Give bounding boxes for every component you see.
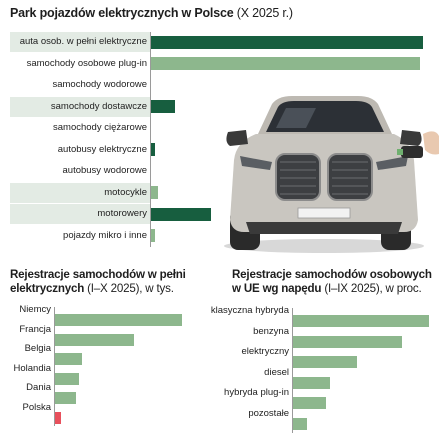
drive-chart-bar-pozostale [293,417,307,430]
bev-chart-label-dania: Dania [26,382,51,393]
eu-bev-chart-title: Rejestracje samochodów w pełni elektrycz… [10,268,220,296]
fleet-row-motocykle: motocykle [10,182,150,203]
fleet-bar-autobusy-elektryczne [151,143,156,156]
eu-powertrain-title-main: Rejestracje samochodów osobowych w UE wg… [232,268,432,295]
fleet-row-samochody-dostawcze: samochody dostawcze [10,96,150,117]
fleet-label-samochody-dostawcze: samochody dostawcze [50,100,147,112]
bev-chart-label-holandia: Holandia [13,362,52,374]
drive-chart-bar-hybryda-plug-in [293,397,327,409]
car-svg [224,96,424,253]
electric-car-illustration [216,82,439,257]
drive-chart-label-diesel: diesel [264,366,289,378]
bev-chart-bar-holandia [55,372,80,385]
drive-chart-label-hybryda-plug-in: hybryda plug-in [224,387,289,398]
fleet-label-samochody-wodorowe: samochody wodorowe [52,79,147,90]
bev-chart-bar-dania [55,392,77,404]
fleet-label-pojazdy-mikro-i-inne: pojazdy mikro i inne [63,229,147,241]
drive-chart-bar-elektryczny [293,356,358,368]
eu-powertrain-chart-title: Rejestracje samochodów osobowych w UE wg… [232,268,437,296]
fleet-row-motorowery: motorowery [10,204,150,224]
drive-chart-label-benzyna: benzyna [253,325,289,337]
fleet-row-auta-osob-w-pelni-elektryczne: auta osob. w pełni elektryczne [10,32,150,52]
fleet-row-samochody-ciezarowe: samochody ciężarowe [10,118,150,138]
eu-bev-title-sub: (I–X 2025), w tys. [87,282,174,295]
fleet-row-samochody-wodorowe: samochody wodorowe [10,75,150,95]
fleet-bar-motorowery [151,207,211,221]
fleet-chart-title: Park pojazdów elektrycznych w Polsce (X … [10,6,430,20]
fleet-row-pojazdy-mikro-i-inne: pojazdy mikro i inne [10,226,150,246]
drive-chart-axis [292,308,293,433]
bev-chart-label-belgia: Belgia [24,343,51,354]
bev-chart-label-francja: Francja [19,323,51,335]
fleet-label-motorowery: motorowery [97,208,147,219]
fleet-label-auta-osob-w-pelni-elektryczne: auta osob. w pełni elektryczne [19,36,147,47]
charging-plug-icon [395,128,439,168]
bev-chart-label-niemcy: Niemcy [19,304,51,315]
fleet-axis [150,32,151,247]
fleet-title-sub: (X 2025 r.) [236,6,293,20]
fleet-row-autobusy-wodorowe: autobusy wodorowe [10,161,150,181]
drive-chart-label-klasyczna-hybryda: klasyczna hybryda [210,305,289,316]
drive-chart-bar-klasyczna-hybryda [293,315,429,327]
fleet-bar-auta-osob-w-pelni-elektryczne [151,35,423,49]
bev-chart-axis [54,307,55,426]
drive-chart-label-pozostale: pozostałe [248,407,289,419]
bev-chart-bar-francja [55,333,135,346]
eu-bev-title-main: Rejestracje samochodów w pełni elektrycz… [10,268,186,295]
eu-powertrain-title-sub: (I–IX 2025), w proc. [324,282,422,295]
fleet-bar-pojazdy-mikro-i-inne [151,229,156,242]
fleet-label-autobusy-wodorowe: autobusy wodorowe [62,165,148,176]
drive-chart-label-elektryczny: elektryczny [241,346,289,357]
bev-chart-bar-belgia [55,353,82,365]
fleet-title-main: Park pojazdów elektrycznych w Polsce [10,6,234,20]
fleet-label-samochody-osobowe-plug-in: samochody osobowe plug-in [26,57,147,69]
fleet-row-samochody-osobowe-plug-in: samochody osobowe plug-in [10,54,150,74]
drive-chart-bar-benzyna [293,335,402,348]
drive-chart-bar-diesel [293,376,330,389]
fleet-label-autobusy-elektryczne: autobusy elektryczne [57,143,147,155]
fleet-row-autobusy-elektryczne: autobusy elektryczne [10,140,150,160]
bev-chart-bar-polska [55,411,61,424]
fleet-label-samochody-ciezarowe: samochody ciężarowe [53,122,147,133]
fleet-label-motocykle: motocykle [104,186,147,198]
fleet-bar-samochody-dostawcze [151,100,176,113]
fleet-bar-samochody-osobowe-plug-in [151,57,421,70]
bev-chart-label-polska: Polska [22,401,51,413]
fleet-bar-motocykle [151,186,158,199]
bev-chart-bar-niemcy [55,314,183,326]
